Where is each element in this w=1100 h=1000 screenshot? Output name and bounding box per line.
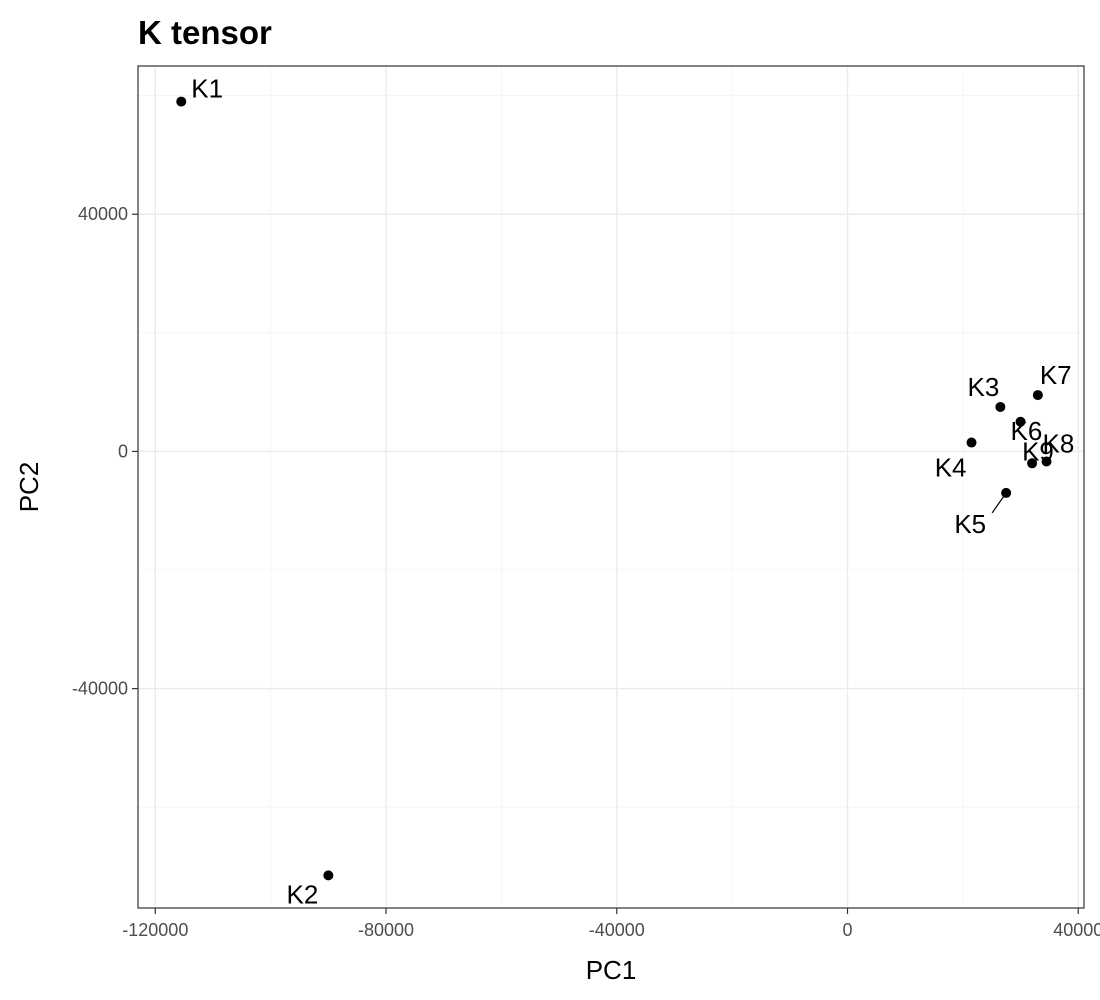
x-axis: -120000 -80000 -40000 0 40000 bbox=[122, 908, 1100, 940]
point-label-k5: K5 bbox=[954, 509, 986, 539]
data-point-k1 bbox=[176, 96, 187, 107]
label-leader-line bbox=[991, 492, 1007, 514]
y-axis-title: PC2 bbox=[14, 462, 44, 513]
point-label-k2: K2 bbox=[287, 879, 319, 909]
data-point-k7 bbox=[1032, 390, 1043, 401]
x-tick-label: -80000 bbox=[358, 920, 414, 940]
data-point-k9 bbox=[1027, 458, 1038, 469]
data-point-k2 bbox=[323, 870, 334, 881]
x-tick-label: 40000 bbox=[1053, 920, 1100, 940]
point-label-k6: K6 bbox=[1011, 416, 1043, 446]
point-label-k1: K1 bbox=[191, 74, 223, 104]
point-label-k8: K8 bbox=[1043, 429, 1075, 459]
y-tick-label: 0 bbox=[118, 441, 128, 461]
data-point-k8 bbox=[1041, 456, 1052, 467]
panel-border bbox=[137, 65, 1085, 909]
data-point-k4 bbox=[966, 437, 977, 448]
data-point-k6 bbox=[1015, 416, 1026, 427]
grid-lines bbox=[138, 66, 1084, 908]
chart-title: K tensor bbox=[138, 14, 272, 51]
x-tick-label: -40000 bbox=[589, 920, 645, 940]
point-label-k3: K3 bbox=[968, 372, 1000, 402]
y-axis: -40000 0 40000 bbox=[72, 204, 138, 699]
point-label-k9: K9 bbox=[1022, 436, 1054, 466]
x-axis-title: PC1 bbox=[586, 955, 637, 985]
x-tick-label: -120000 bbox=[122, 920, 188, 940]
data-point-k3 bbox=[995, 401, 1006, 412]
point-label-k7: K7 bbox=[1040, 360, 1072, 390]
y-tick-label: -40000 bbox=[72, 679, 128, 699]
y-tick-label: 40000 bbox=[78, 204, 128, 224]
point-label-k4: K4 bbox=[935, 453, 967, 483]
x-tick-label: 0 bbox=[842, 920, 852, 940]
